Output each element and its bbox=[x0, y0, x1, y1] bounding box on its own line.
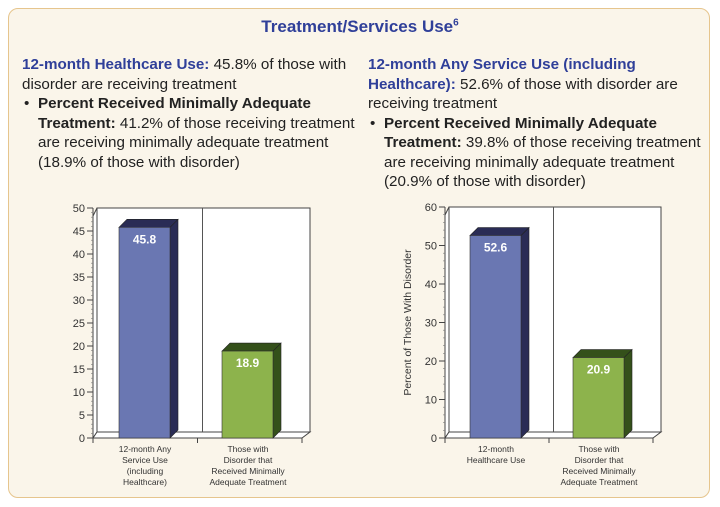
bar-value-label: 52.6 bbox=[484, 240, 508, 254]
bar-side bbox=[272, 342, 282, 439]
y-tick-label: 0 bbox=[79, 433, 85, 445]
x-category-label-line: (including bbox=[127, 466, 164, 476]
left-summary-body: 45.8% of those with disorder are receivi… bbox=[22, 56, 347, 93]
chart-side-wall bbox=[92, 207, 98, 440]
page-title: Treatment/Services Use6 bbox=[0, 17, 720, 37]
bar-top bbox=[469, 227, 530, 236]
y-tick-label: 25 bbox=[73, 318, 85, 330]
left-summary-heading: 12-month Healthcare Use: bbox=[22, 56, 210, 73]
left-summary: 12-month Healthcare Use: 45.8% of those … bbox=[22, 55, 357, 172]
right-summary-body: 52.6% of those with disorder are receivi… bbox=[368, 75, 678, 113]
left-bullet: • Percent Received Minimally Adequate Tre… bbox=[22, 94, 357, 172]
y-tick-label: 15 bbox=[73, 364, 85, 376]
bar-top bbox=[572, 349, 633, 358]
left-bullet-heading: Percent Received Minimally Adequate Trea… bbox=[38, 95, 311, 132]
x-category-label-line: Adequate Treatment bbox=[209, 477, 287, 487]
x-category-label-line: Disorder that bbox=[224, 455, 273, 465]
y-tick-label: 10 bbox=[73, 387, 85, 399]
bar-front bbox=[221, 350, 274, 439]
bar-side bbox=[623, 348, 633, 439]
bar: 45.8 bbox=[118, 218, 179, 439]
bar-front bbox=[469, 235, 522, 439]
y-tick-label: 5 bbox=[79, 410, 85, 422]
y-tick-label: 10 bbox=[425, 395, 437, 407]
x-category-label-line: Healthcare) bbox=[123, 477, 167, 487]
x-category-label-line: Received Minimally bbox=[211, 466, 285, 476]
y-tick-label: 50 bbox=[73, 203, 85, 215]
y-axis-title: Percent of Those With Disorder bbox=[402, 249, 414, 396]
right-summary-line: 12-month Any Service Use (including Heal… bbox=[368, 55, 713, 114]
bar: 52.6 bbox=[469, 226, 530, 439]
bullet-icon: • bbox=[370, 114, 376, 132]
y-tick-label: 35 bbox=[73, 272, 85, 284]
bullet-icon: • bbox=[24, 95, 30, 112]
bar-chart-1: 0 5 10 15 20 25 30 35 40 45 50 45.8 18.9 12-month Any… bbox=[73, 203, 312, 487]
x-category-label-line: Service Use bbox=[122, 455, 168, 465]
x-category-label-line: Adequate Treatment bbox=[560, 477, 638, 487]
y-tick-label: 20 bbox=[425, 356, 437, 368]
right-bullet-body: 39.8% of those receiving treatment are r… bbox=[384, 134, 701, 190]
x-category-label-line: Healthcare Use bbox=[467, 455, 526, 465]
title-text: Treatment/Services Use bbox=[261, 17, 454, 36]
bar-chart-2: 0 10 20 30 40 50 60 52.6 20.9 12-month Healthcare … bbox=[402, 202, 663, 487]
x-category-label-line: Received Minimally bbox=[562, 466, 636, 476]
bar: 20.9 bbox=[572, 348, 633, 439]
left-bullet-body: 41.2% of those receiving treatment are r… bbox=[38, 114, 355, 171]
bar-top bbox=[221, 342, 282, 352]
y-tick-label: 40 bbox=[425, 279, 437, 291]
bar-value-label: 45.8 bbox=[133, 232, 157, 246]
y-tick-label: 30 bbox=[73, 295, 85, 307]
x-category-label-line: Those with bbox=[578, 444, 619, 454]
chart-side-wall bbox=[444, 206, 450, 440]
x-category-label-line: Those with bbox=[227, 444, 268, 454]
x-category-label-line: Disorder that bbox=[575, 455, 624, 465]
y-tick-label: 50 bbox=[425, 241, 437, 253]
bar-value-label: 20.9 bbox=[587, 363, 611, 377]
x-category-label: Those with Disorder that Received Minimall… bbox=[560, 444, 638, 487]
x-category-label-line: 12-month Any bbox=[119, 444, 172, 454]
y-tick-label: 0 bbox=[431, 433, 437, 445]
y-tick-label: 60 bbox=[425, 202, 437, 214]
right-summary-heading: 12-month Any Service Use (including Heal… bbox=[368, 56, 636, 93]
bar-side bbox=[520, 226, 530, 439]
y-tick-label: 20 bbox=[73, 341, 85, 353]
y-tick-label: 30 bbox=[425, 318, 437, 330]
right-summary: 12-month Any Service Use (including Heal… bbox=[368, 55, 713, 192]
y-tick-label: 45 bbox=[73, 226, 85, 238]
bar-front bbox=[572, 357, 625, 439]
y-tick-label: 40 bbox=[73, 249, 85, 261]
bar-top bbox=[118, 219, 179, 228]
bar-value-label: 18.9 bbox=[236, 356, 260, 370]
bar-side bbox=[169, 218, 179, 439]
right-bullet: • Percent Received Minimally Adequate Tre… bbox=[368, 114, 713, 192]
x-category-label-line: 12-month bbox=[478, 444, 514, 454]
left-summary-line: 12-month Healthcare Use: 45.8% of those … bbox=[22, 55, 357, 94]
bar-front bbox=[118, 227, 171, 439]
x-category-label: 12-month Healthcare Use bbox=[467, 444, 526, 465]
x-category-label: Those with Disorder that Received Minimall… bbox=[209, 444, 287, 487]
right-bullet-heading: Percent Received Minimally Adequate Trea… bbox=[384, 114, 657, 152]
bar: 18.9 bbox=[221, 342, 282, 439]
title-footnote: 6 bbox=[453, 17, 459, 29]
x-category-label: 12-month Any Service Use (including Healthc… bbox=[119, 444, 172, 487]
